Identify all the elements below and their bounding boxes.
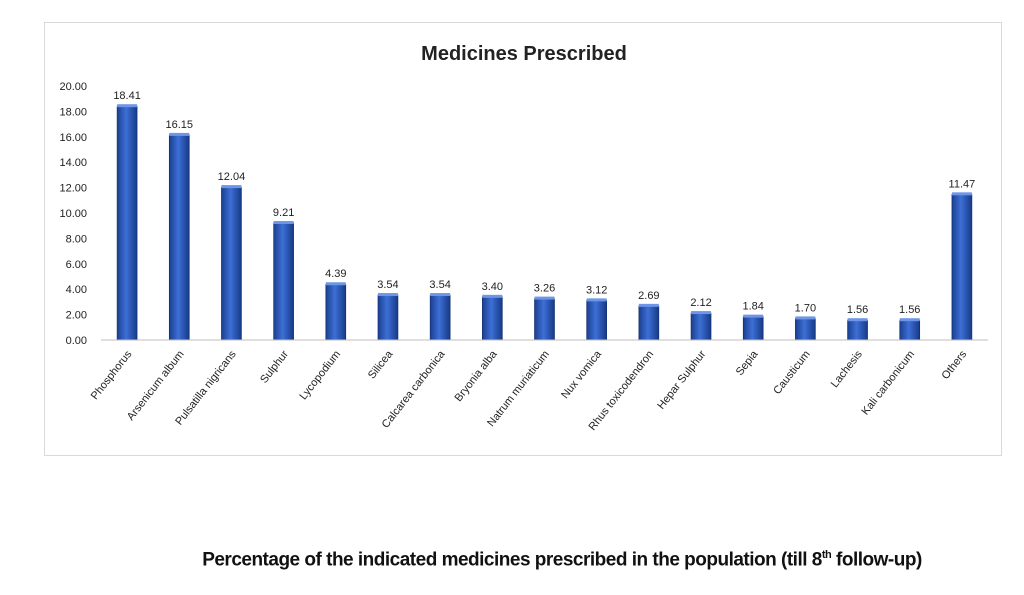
caption-superscript: th	[821, 549, 832, 561]
y-tick-label: 18.00	[59, 106, 87, 118]
bar	[847, 319, 868, 341]
bar-top-cap	[899, 318, 920, 322]
y-tick-label: 6.00	[66, 259, 87, 271]
bar	[325, 283, 347, 341]
figure-caption: Percentage of the indicated medicines pr…	[0, 549, 1024, 571]
category-label: Kali carbonicum	[859, 348, 917, 417]
data-label: 3.26	[534, 283, 555, 295]
data-label: 1.70	[795, 302, 816, 314]
category-label: Hepar Sulphur	[655, 348, 708, 412]
bar	[221, 186, 242, 341]
data-label: 3.54	[429, 279, 450, 291]
y-tick-label: 12.00	[59, 183, 87, 195]
data-label: 16.15	[165, 119, 193, 131]
category-label: Others	[939, 348, 969, 382]
bar	[690, 312, 712, 341]
data-label: 1.84	[742, 301, 763, 313]
chart-frame: Medicines Prescribed 0.00 2.00 4.00 6.00 8.0…	[44, 22, 1002, 456]
bar	[534, 298, 555, 341]
bar	[951, 194, 973, 341]
bar	[742, 316, 764, 341]
bar-top-cap	[534, 296, 555, 300]
category-label: Causticum	[771, 348, 812, 396]
bars-group: 18.41 16.15 12.04 9.21 4.39 3.54 3.54 3.40 3.26 3…	[113, 90, 976, 341]
data-label: 12.04	[218, 171, 246, 183]
data-label: 3.40	[482, 281, 503, 293]
bar-top-cap	[117, 104, 138, 108]
y-tick-label: 2.00	[66, 310, 87, 322]
category-label: Lachesis	[829, 348, 865, 390]
data-label: 11.47	[949, 178, 976, 190]
y-tick-label: 4.00	[66, 284, 87, 296]
bar	[377, 294, 399, 341]
category-label: Bryonia alba	[453, 348, 501, 404]
bar-chart: Medicines Prescribed 0.00 2.00 4.00 6.00 8.0…	[59, 43, 988, 433]
bar-top-cap	[951, 192, 972, 196]
y-tick-label: 0.00	[66, 335, 87, 347]
bar-top-cap	[743, 314, 764, 318]
category-label: Sepia	[734, 348, 761, 378]
data-label: 1.56	[899, 304, 920, 316]
bar-top-cap	[273, 221, 294, 225]
y-tick-label: 8.00	[66, 233, 87, 245]
bar-top-cap	[169, 132, 190, 136]
data-label: 2.69	[638, 290, 659, 302]
bar-top-cap	[691, 311, 712, 315]
bar	[899, 319, 921, 341]
y-tick-label: 16.00	[59, 132, 87, 144]
data-label: 1.56	[847, 304, 868, 316]
category-label: Lycopodium	[297, 348, 343, 402]
bar	[586, 300, 607, 341]
bar	[116, 105, 138, 341]
data-label: 4.39	[325, 268, 346, 280]
data-label: 3.12	[586, 284, 607, 296]
data-label: 9.21	[273, 207, 294, 219]
bar-top-cap	[795, 316, 816, 320]
data-label: 2.12	[690, 297, 711, 309]
category-label: Sulphur	[258, 348, 291, 386]
caption-text-end: follow-up)	[831, 549, 922, 571]
bar	[273, 222, 294, 341]
category-label: Arsenicum album	[125, 348, 187, 422]
bar-top-cap	[377, 293, 398, 297]
data-label: 18.41	[113, 90, 141, 102]
bar-top-cap	[430, 293, 451, 297]
bar	[429, 294, 451, 341]
bar	[482, 296, 503, 341]
bar-top-cap	[221, 185, 242, 189]
y-axis: 0.00 2.00 4.00 6.00 8.00 10.00 12.00 14.00 16.00…	[59, 81, 87, 347]
category-label: Nux vomica	[559, 348, 604, 401]
y-tick-label: 10.00	[59, 208, 87, 220]
bar-top-cap	[586, 298, 607, 302]
y-tick-label: 14.00	[59, 157, 87, 169]
bar-top-cap	[482, 294, 503, 298]
bar	[168, 134, 190, 341]
bar	[795, 318, 816, 341]
chart-title: Medicines Prescribed	[421, 43, 627, 65]
bar	[638, 305, 660, 341]
data-label: 3.54	[377, 279, 398, 291]
bar-top-cap	[638, 303, 659, 307]
bar-top-cap	[325, 282, 346, 286]
bar-top-cap	[847, 318, 868, 322]
category-label: Phosphorus	[89, 348, 135, 402]
y-tick-label: 20.00	[59, 81, 87, 93]
caption-text: Percentage of the indicated medicines pr…	[202, 549, 822, 571]
category-label: Silicea	[366, 348, 396, 382]
